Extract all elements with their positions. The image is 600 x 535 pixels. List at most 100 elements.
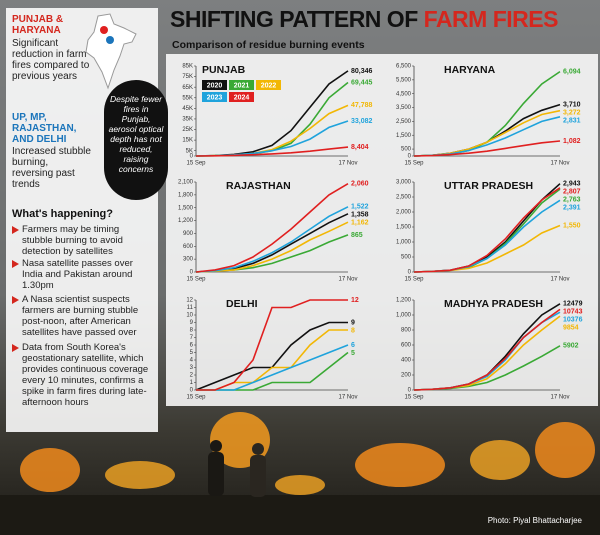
legend-swatch bbox=[202, 92, 227, 102]
value-label: 12 bbox=[351, 297, 359, 304]
x-tick-label: 15 Sep bbox=[404, 277, 424, 283]
y-tick-label: 1,800 bbox=[178, 192, 194, 198]
y-tick-label: 2,500 bbox=[396, 195, 412, 201]
x-tick-label: 17 Nov bbox=[550, 161, 569, 167]
y-tick-label: 3,000 bbox=[396, 180, 412, 186]
value-label: 8 bbox=[351, 327, 355, 334]
value-label: 12479 bbox=[563, 301, 583, 308]
y-tick-label: 1,500 bbox=[396, 133, 412, 139]
subtitle: Comparison of residue burning events bbox=[172, 39, 365, 51]
chart-title: MADHYA PRADESH bbox=[444, 298, 543, 310]
data-line bbox=[195, 183, 349, 273]
heading: UP, MP, RAJASTHAN, AND DELHI bbox=[12, 112, 77, 145]
value-label: 2,807 bbox=[563, 189, 581, 196]
value-label: 2,831 bbox=[563, 117, 581, 124]
data-line bbox=[196, 344, 349, 391]
y-tick-label: 5 bbox=[190, 350, 194, 356]
legend-swatch bbox=[202, 80, 227, 90]
y-tick-label: 55K bbox=[182, 95, 193, 101]
bullet: A Nasa scientist suspects farmers are bu… bbox=[12, 294, 152, 338]
legend-swatch bbox=[229, 92, 254, 102]
x-tick-label: 15 Sep bbox=[404, 395, 424, 401]
data-line bbox=[413, 140, 561, 157]
chart-title: PUNJAB bbox=[202, 64, 246, 76]
y-tick-label: 45K bbox=[182, 106, 193, 112]
value-label: 9 bbox=[351, 319, 355, 326]
value-label: 10743 bbox=[563, 309, 583, 316]
y-tick-label: 900 bbox=[183, 231, 194, 237]
value-label: 1,162 bbox=[351, 220, 369, 227]
y-tick-label: 9 bbox=[190, 320, 194, 326]
chart-title: HARYANA bbox=[444, 64, 496, 76]
y-tick-label: 1,500 bbox=[178, 205, 194, 211]
value-label: 2,763 bbox=[563, 197, 581, 204]
y-tick-label: 12 bbox=[186, 298, 193, 304]
callout: Despite fewer fires in Punjab, aerosol o… bbox=[104, 80, 168, 200]
y-tick-label: 500 bbox=[401, 147, 412, 153]
x-tick-label: 17 Nov bbox=[338, 277, 357, 283]
bullet: Data from South Korea's geostationary sa… bbox=[12, 342, 152, 408]
headline-text: FARM FIRES bbox=[423, 6, 559, 32]
y-tick-label: 300 bbox=[183, 257, 194, 263]
y-tick-label: 10 bbox=[186, 313, 193, 319]
bullet-text: Data from South Korea's geostationary sa… bbox=[22, 342, 149, 408]
legend-label: 2020 bbox=[207, 82, 223, 89]
legend-label: 2024 bbox=[234, 94, 250, 101]
x-tick-label: 17 Nov bbox=[338, 161, 357, 167]
y-tick-label: 7 bbox=[190, 335, 194, 341]
chart-title: DELHI bbox=[226, 298, 258, 310]
charts-panel bbox=[166, 54, 598, 406]
value-label: 80,346 bbox=[351, 68, 373, 75]
fire-photo bbox=[0, 412, 600, 535]
y-tick-label: 1,000 bbox=[396, 313, 412, 319]
value-label: 2,391 bbox=[563, 205, 581, 212]
value-label: 1,522 bbox=[351, 204, 369, 211]
y-tick-label: 6,500 bbox=[396, 64, 412, 70]
legend-swatch bbox=[256, 80, 281, 90]
y-tick-label: 6 bbox=[190, 343, 194, 349]
x-tick-label: 15 Sep bbox=[186, 161, 206, 167]
y-tick-label: 5K bbox=[186, 148, 193, 154]
chart-title: UTTAR PRADESH bbox=[444, 180, 533, 192]
value-label: 1,550 bbox=[563, 222, 581, 229]
legend-swatch bbox=[229, 80, 254, 90]
value-label: 47,788 bbox=[351, 102, 373, 109]
y-tick-label: 2,500 bbox=[396, 119, 412, 125]
y-tick-label: 1,200 bbox=[178, 218, 194, 224]
y-tick-label: 2 bbox=[190, 373, 194, 379]
value-label: 2,943 bbox=[563, 181, 581, 188]
value-label: 69,445 bbox=[351, 79, 373, 86]
bullet-text: A Nasa scientist suspects farmers are bu… bbox=[22, 294, 139, 338]
x-tick-label: 15 Sep bbox=[186, 395, 206, 401]
value-label: 10376 bbox=[563, 317, 583, 324]
data-line bbox=[195, 206, 349, 273]
y-tick-label: 8 bbox=[190, 328, 194, 334]
value-label: 5902 bbox=[563, 343, 579, 350]
value-label: 33,082 bbox=[351, 118, 373, 125]
india-map bbox=[85, 13, 137, 90]
y-tick-label: 600 bbox=[183, 244, 194, 250]
data-line bbox=[195, 146, 349, 157]
bullet: Farmers may be timing stubble burning to… bbox=[12, 224, 152, 257]
y-tick-label: 600 bbox=[401, 343, 412, 349]
y-tick-label: 11 bbox=[187, 305, 194, 311]
heading: PUNJAB & HARYANA bbox=[12, 14, 64, 36]
bullet-text: Nasa satellite passes over India and Pak… bbox=[22, 258, 133, 291]
photo-credit: Photo: Piyal Bhattacharjee bbox=[487, 516, 582, 525]
y-tick-label: 1 bbox=[190, 380, 194, 386]
y-tick-label: 75K bbox=[182, 74, 193, 80]
text: Increased stubble burning, reversing pas… bbox=[12, 146, 91, 190]
x-tick-label: 17 Nov bbox=[550, 277, 569, 283]
data-line bbox=[195, 221, 349, 273]
data-line bbox=[413, 308, 561, 391]
value-label: 1,358 bbox=[351, 212, 369, 219]
value-label: 5 bbox=[351, 350, 355, 357]
y-tick-label: 0 bbox=[190, 270, 194, 276]
value-label: 1,082 bbox=[563, 138, 581, 145]
chart-title: RAJASTHAN bbox=[226, 180, 291, 192]
y-tick-label: 0 bbox=[408, 388, 412, 394]
value-label: 6,094 bbox=[563, 68, 581, 75]
x-tick-label: 15 Sep bbox=[186, 277, 206, 283]
